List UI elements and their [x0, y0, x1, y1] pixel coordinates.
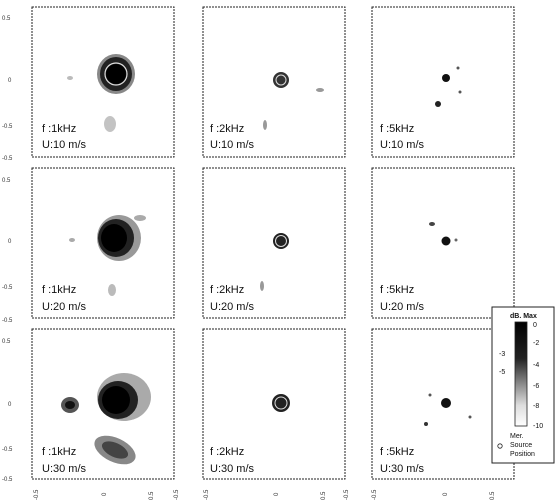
y-axis-ticks: 0.5 0 -0.5 -0.5 0.5 0 -0.5 -0.5 0.5 0 -0…: [2, 16, 13, 483]
y-tick: -0.5: [2, 318, 13, 324]
source-blob: [260, 233, 289, 291]
x-tick: 0.5: [490, 491, 496, 500]
y-tick: -0.5: [2, 477, 13, 483]
y-tick: 0: [8, 239, 12, 245]
source-blob: [272, 394, 290, 412]
y-tick: -0.5: [2, 156, 13, 162]
panel-freq-label: f :5kHz: [380, 123, 414, 135]
legend-tick: -6: [533, 383, 539, 390]
x-tick: -0.5: [372, 489, 378, 500]
x-tick: 0: [443, 492, 449, 496]
panel-9: f :5kHz U:30 m/s: [371, 328, 515, 480]
panel-speed-label: U:20 m/s: [210, 301, 255, 313]
panel-freq-label: f :1kHz: [42, 123, 76, 135]
x-axis-ticks: -0.5 0 0.5 -0.5 -0.5 0 0.5 -0.5 -0.5 0 0…: [34, 489, 496, 500]
legend-tick: -4: [533, 362, 539, 369]
panel-4: f :1kHz U:20 m/s: [31, 167, 175, 319]
panel-speed-label: U:20 m/s: [42, 301, 87, 313]
panel-freq-label: f :2kHz: [210, 446, 244, 458]
panel-speed-label: U:30 m/s: [210, 463, 255, 475]
panel-2: f :2kHz U:10 m/s: [202, 6, 346, 158]
source-blob: [69, 215, 146, 296]
legend-tick: -3: [499, 351, 505, 358]
source-blob: [61, 373, 151, 465]
panel-8: f :2kHz U:30 m/s: [202, 328, 346, 480]
panel-freq-label: f :2kHz: [210, 284, 244, 296]
panel-freq-label: f :5kHz: [380, 446, 414, 458]
panel-7: f :1kHz U:30 m/s: [31, 328, 175, 480]
x-tick: -0.5: [174, 489, 180, 500]
panel-freq-label: f :1kHz: [42, 446, 76, 458]
x-tick: 0.5: [149, 491, 155, 500]
x-tick: 0.5: [321, 491, 327, 500]
y-tick: -0.5: [2, 124, 13, 130]
panel-speed-label: U:10 m/s: [210, 139, 255, 151]
x-tick: 0: [274, 492, 280, 496]
panel-3: f :5kHz U:10 m/s: [371, 6, 515, 158]
source-position-marker-icon: [497, 443, 503, 449]
panel-freq-label: f :1kHz: [42, 284, 76, 296]
legend-note: Mer.: [510, 433, 524, 440]
y-tick: 0.5: [2, 339, 11, 345]
color-bar: [514, 321, 528, 427]
x-tick: 0: [102, 492, 108, 496]
legend-tick: -10: [533, 423, 543, 430]
legend-note: Position: [510, 451, 535, 458]
source-blob: [429, 222, 458, 246]
source-blob: [424, 393, 472, 426]
legend: dB. Max 0 -2 -4 -6 -8 -10 -3 -5 Mer. Sou…: [491, 306, 555, 464]
y-tick: -0.5: [2, 447, 13, 453]
legend-tick: 0: [533, 322, 537, 329]
source-blob: [263, 72, 324, 130]
panel-speed-label: U:30 m/s: [380, 463, 425, 475]
panel-5: f :2kHz U:20 m/s: [202, 167, 346, 319]
legend-tick: -5: [499, 369, 505, 376]
legend-tick: -2: [533, 340, 539, 347]
y-tick: 0: [8, 402, 12, 408]
panel-freq-label: f :5kHz: [380, 284, 414, 296]
panel-freq-label: f :2kHz: [210, 123, 244, 135]
panel-speed-label: U:10 m/s: [380, 139, 425, 151]
y-tick: 0.5: [2, 178, 11, 184]
panel-speed-label: U:30 m/s: [42, 463, 87, 475]
legend-tick: -8: [533, 403, 539, 410]
x-tick: -0.5: [204, 489, 210, 500]
legend-note: Source: [510, 442, 532, 449]
y-tick: 0.5: [2, 16, 11, 22]
panel-1: f :1kHz U:10 m/s: [31, 6, 175, 158]
x-tick: -0.5: [344, 489, 350, 500]
panel-speed-label: U:10 m/s: [42, 139, 87, 151]
panel-6: f :5kHz U:20 m/s: [371, 167, 515, 319]
y-tick: -0.5: [2, 285, 13, 291]
source-blob: [435, 66, 462, 107]
panel-speed-label: U:20 m/s: [380, 301, 425, 313]
source-blob: [67, 54, 135, 132]
y-tick: 0: [8, 78, 12, 84]
legend-title: dB. Max: [510, 313, 537, 320]
x-tick: -0.5: [34, 489, 40, 500]
